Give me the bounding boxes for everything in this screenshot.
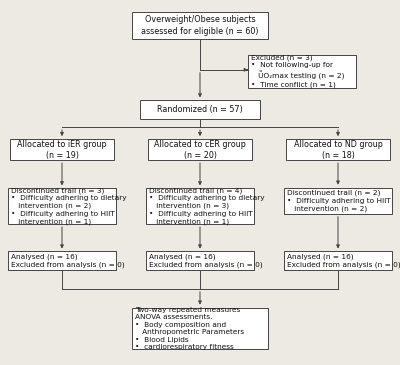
FancyBboxPatch shape xyxy=(146,251,254,270)
FancyBboxPatch shape xyxy=(148,139,252,160)
FancyBboxPatch shape xyxy=(284,188,392,214)
Text: Overweight/Obese subjects
assessed for eligible (n = 60): Overweight/Obese subjects assessed for e… xyxy=(141,15,259,36)
Text: Allocated to cER group
(n = 20): Allocated to cER group (n = 20) xyxy=(154,139,246,160)
FancyBboxPatch shape xyxy=(8,188,116,224)
FancyBboxPatch shape xyxy=(248,55,356,88)
FancyBboxPatch shape xyxy=(10,139,114,160)
FancyBboxPatch shape xyxy=(140,100,260,119)
Text: Discontinued trail (n = 3)
•  Difficulty adhering to dietary
   intervention (n : Discontinued trail (n = 3) • Difficulty … xyxy=(11,188,127,225)
Text: Allocated to iER group
(n = 19): Allocated to iER group (n = 19) xyxy=(17,139,107,160)
Text: Discontinued trail (n = 2)
•  Difficulty adhering to HIIT
   intervention (n = 2: Discontinued trail (n = 2) • Difficulty … xyxy=(287,190,391,212)
FancyBboxPatch shape xyxy=(132,307,268,350)
Text: Analysed (n = 16)
Excluded from analysis (n = 0): Analysed (n = 16) Excluded from analysis… xyxy=(149,254,263,268)
Text: Excluded (n = 3)
•  Not following-up for
   ṺO₂max testing (n = 2)
•  Time confl: Excluded (n = 3) • Not following-up for … xyxy=(251,54,345,88)
FancyBboxPatch shape xyxy=(284,251,392,270)
Text: Allocated to ND group
(n = 18): Allocated to ND group (n = 18) xyxy=(294,139,382,160)
FancyBboxPatch shape xyxy=(286,139,390,160)
Text: Randomized (n = 57): Randomized (n = 57) xyxy=(157,105,243,114)
Text: Analysed (n = 16)
Excluded from analysis (n = 0): Analysed (n = 16) Excluded from analysis… xyxy=(11,254,125,268)
Text: Analysed (n = 16)
Excluded from analysis (n = 0): Analysed (n = 16) Excluded from analysis… xyxy=(287,254,400,268)
FancyBboxPatch shape xyxy=(8,251,116,270)
FancyBboxPatch shape xyxy=(132,12,268,39)
FancyBboxPatch shape xyxy=(146,188,254,224)
Text: Two-way repeated measures
ANOVA assessments.
•  Body composition and
   Anthropo: Two-way repeated measures ANOVA assessme… xyxy=(135,307,244,350)
Text: Discontinued trail (n = 4)
•  Difficulty adhering to dietary
   intervention (n : Discontinued trail (n = 4) • Difficulty … xyxy=(149,188,265,225)
